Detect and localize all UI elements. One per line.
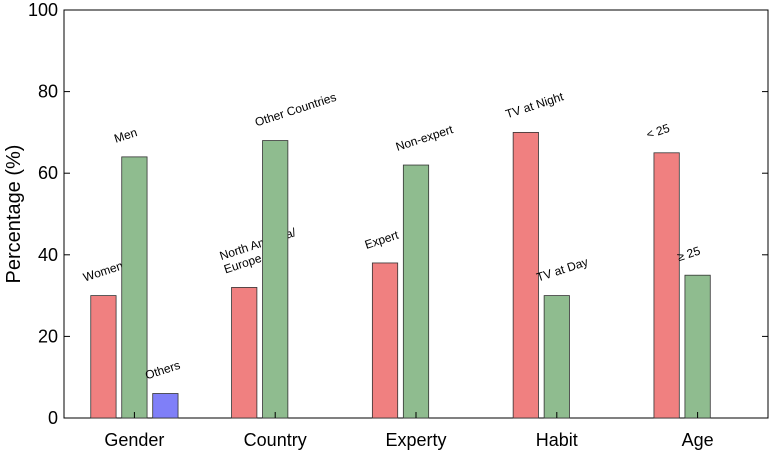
bar-label: ≥ 25 (676, 243, 703, 264)
bar (262, 140, 289, 419)
y-tick-label: 60 (38, 163, 58, 183)
x-axis: Gender Country Experty Habit Age (104, 412, 714, 450)
y-tick-label: 40 (38, 245, 58, 265)
bar (121, 156, 148, 419)
bar (512, 131, 539, 419)
bar (653, 152, 680, 419)
x-category-label: Habit (536, 430, 578, 450)
bar (90, 295, 117, 419)
y-tick-label: 100 (28, 0, 58, 20)
bar (371, 262, 399, 419)
y-axis-title: Percentage (%) (3, 145, 25, 284)
bar (231, 287, 258, 419)
x-category-label: Experty (385, 430, 446, 450)
y-tick-label: 80 (38, 82, 58, 102)
y-tick-label: 0 (48, 408, 58, 428)
bar (543, 295, 570, 419)
bar (402, 164, 430, 419)
x-category-label: Gender (104, 430, 164, 450)
bar-label: Men (112, 125, 139, 146)
bar (684, 274, 711, 419)
bar (152, 393, 179, 419)
x-category-label: Country (244, 430, 307, 450)
y-axis: 0 20 40 60 80 100 (28, 0, 768, 428)
y-tick-label: 20 (38, 326, 58, 346)
x-category-label: Age (682, 430, 714, 450)
